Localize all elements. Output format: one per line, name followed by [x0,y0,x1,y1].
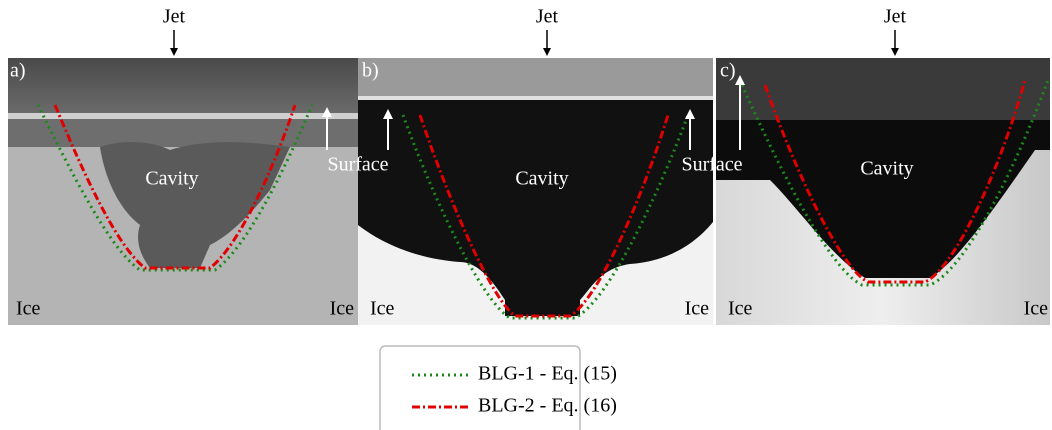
ice-label: Ice [728,298,753,320]
panel-a [8,58,358,325]
legend: BLG-1 - Eq. (15) BLG-2 - Eq. (16) [380,346,617,430]
jet-label: Jet [884,6,907,28]
legend-label: BLG-1 - Eq. (15) [478,363,617,385]
cavity-label: Cavity [145,168,198,190]
cavity-label: Cavity [860,158,913,180]
panel-b [358,58,713,325]
ice-label: Ice [1024,298,1049,320]
cavity-label: Cavity [515,168,568,190]
ice-label: Ice [16,298,41,320]
jet-label: Jet [536,6,559,28]
jet-label: Jet [163,6,186,28]
figure: Jet Jet Jet Surface Surface a) b) c) Cav… [0,0,1052,430]
panel-label: b) [362,60,379,82]
ice-label: Ice [685,298,710,320]
panel-c [716,58,1050,325]
panel-label: a) [10,60,26,82]
legend-label: BLG-2 - Eq. (16) [478,395,617,417]
ice-label: Ice [370,298,395,320]
surface-label: Surface [327,154,388,176]
ice-label: Ice [330,298,355,320]
panel-label: c) [720,60,736,82]
surface-label: Surface [681,154,742,176]
